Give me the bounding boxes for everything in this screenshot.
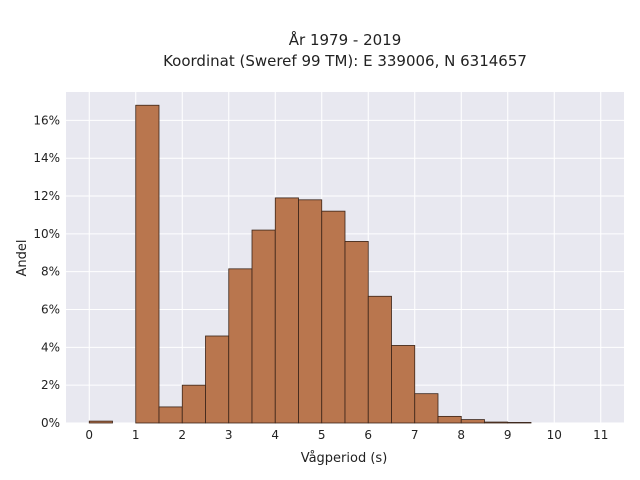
chart-title-line1: År 1979 - 2019 [289,30,402,49]
histogram-bar [367,295,392,424]
x-tick-labels: 0 1 2 3 4 5 6 7 8 9 10 11 [85,428,608,442]
histogram-bar [181,384,206,424]
y-tick-label: 12% [33,189,60,203]
y-tick-labels: 0% 2% 4% 6% 8% 10% 12% 14% 16% [33,113,60,430]
y-tick-label: 10% [33,227,60,241]
histogram-bar [484,421,509,424]
x-tick-label: 7 [411,428,419,442]
histogram-bar [507,422,532,424]
histogram-bar [391,345,416,424]
histogram-bar [274,197,299,424]
y-tick-label: 2% [41,378,60,392]
histogram-bar [228,268,253,424]
x-tick-label: 8 [457,428,465,442]
histogram-bar [298,199,323,424]
x-tick-label: 6 [364,428,372,442]
histogram-bar [88,420,113,424]
x-tick-label: 2 [178,428,186,442]
x-tick-label: 10 [547,428,562,442]
x-tick-label: 11 [593,428,608,442]
histogram-bar [251,229,276,424]
x-tick-label: 4 [271,428,279,442]
x-tick-label: 3 [225,428,233,442]
histogram-bar [321,210,346,424]
histogram-bar [135,104,160,424]
y-tick-label: 6% [41,303,60,317]
chart-title-line2: Koordinat (Sweref 99 TM): E 339006, N 63… [163,52,527,70]
y-tick-label: 14% [33,151,60,165]
histogram-bar [205,335,230,424]
y-tick-label: 0% [41,416,60,430]
histogram-bars [88,104,532,424]
histogram-bar [437,415,462,424]
histogram-bar [460,419,485,424]
x-tick-label: 9 [504,428,512,442]
y-tick-label: 16% [33,113,60,127]
histogram-bar [344,241,369,424]
x-tick-label: 5 [318,428,326,442]
histogram-bar [414,393,439,424]
y-axis-label: Andel [15,240,30,277]
y-tick-label: 8% [41,265,60,279]
x-tick-label: 1 [132,428,140,442]
x-axis-label: Vågperiod (s) [301,451,388,466]
histogram-bar [158,406,183,424]
x-tick-label: 0 [85,428,93,442]
y-tick-label: 4% [41,340,60,354]
